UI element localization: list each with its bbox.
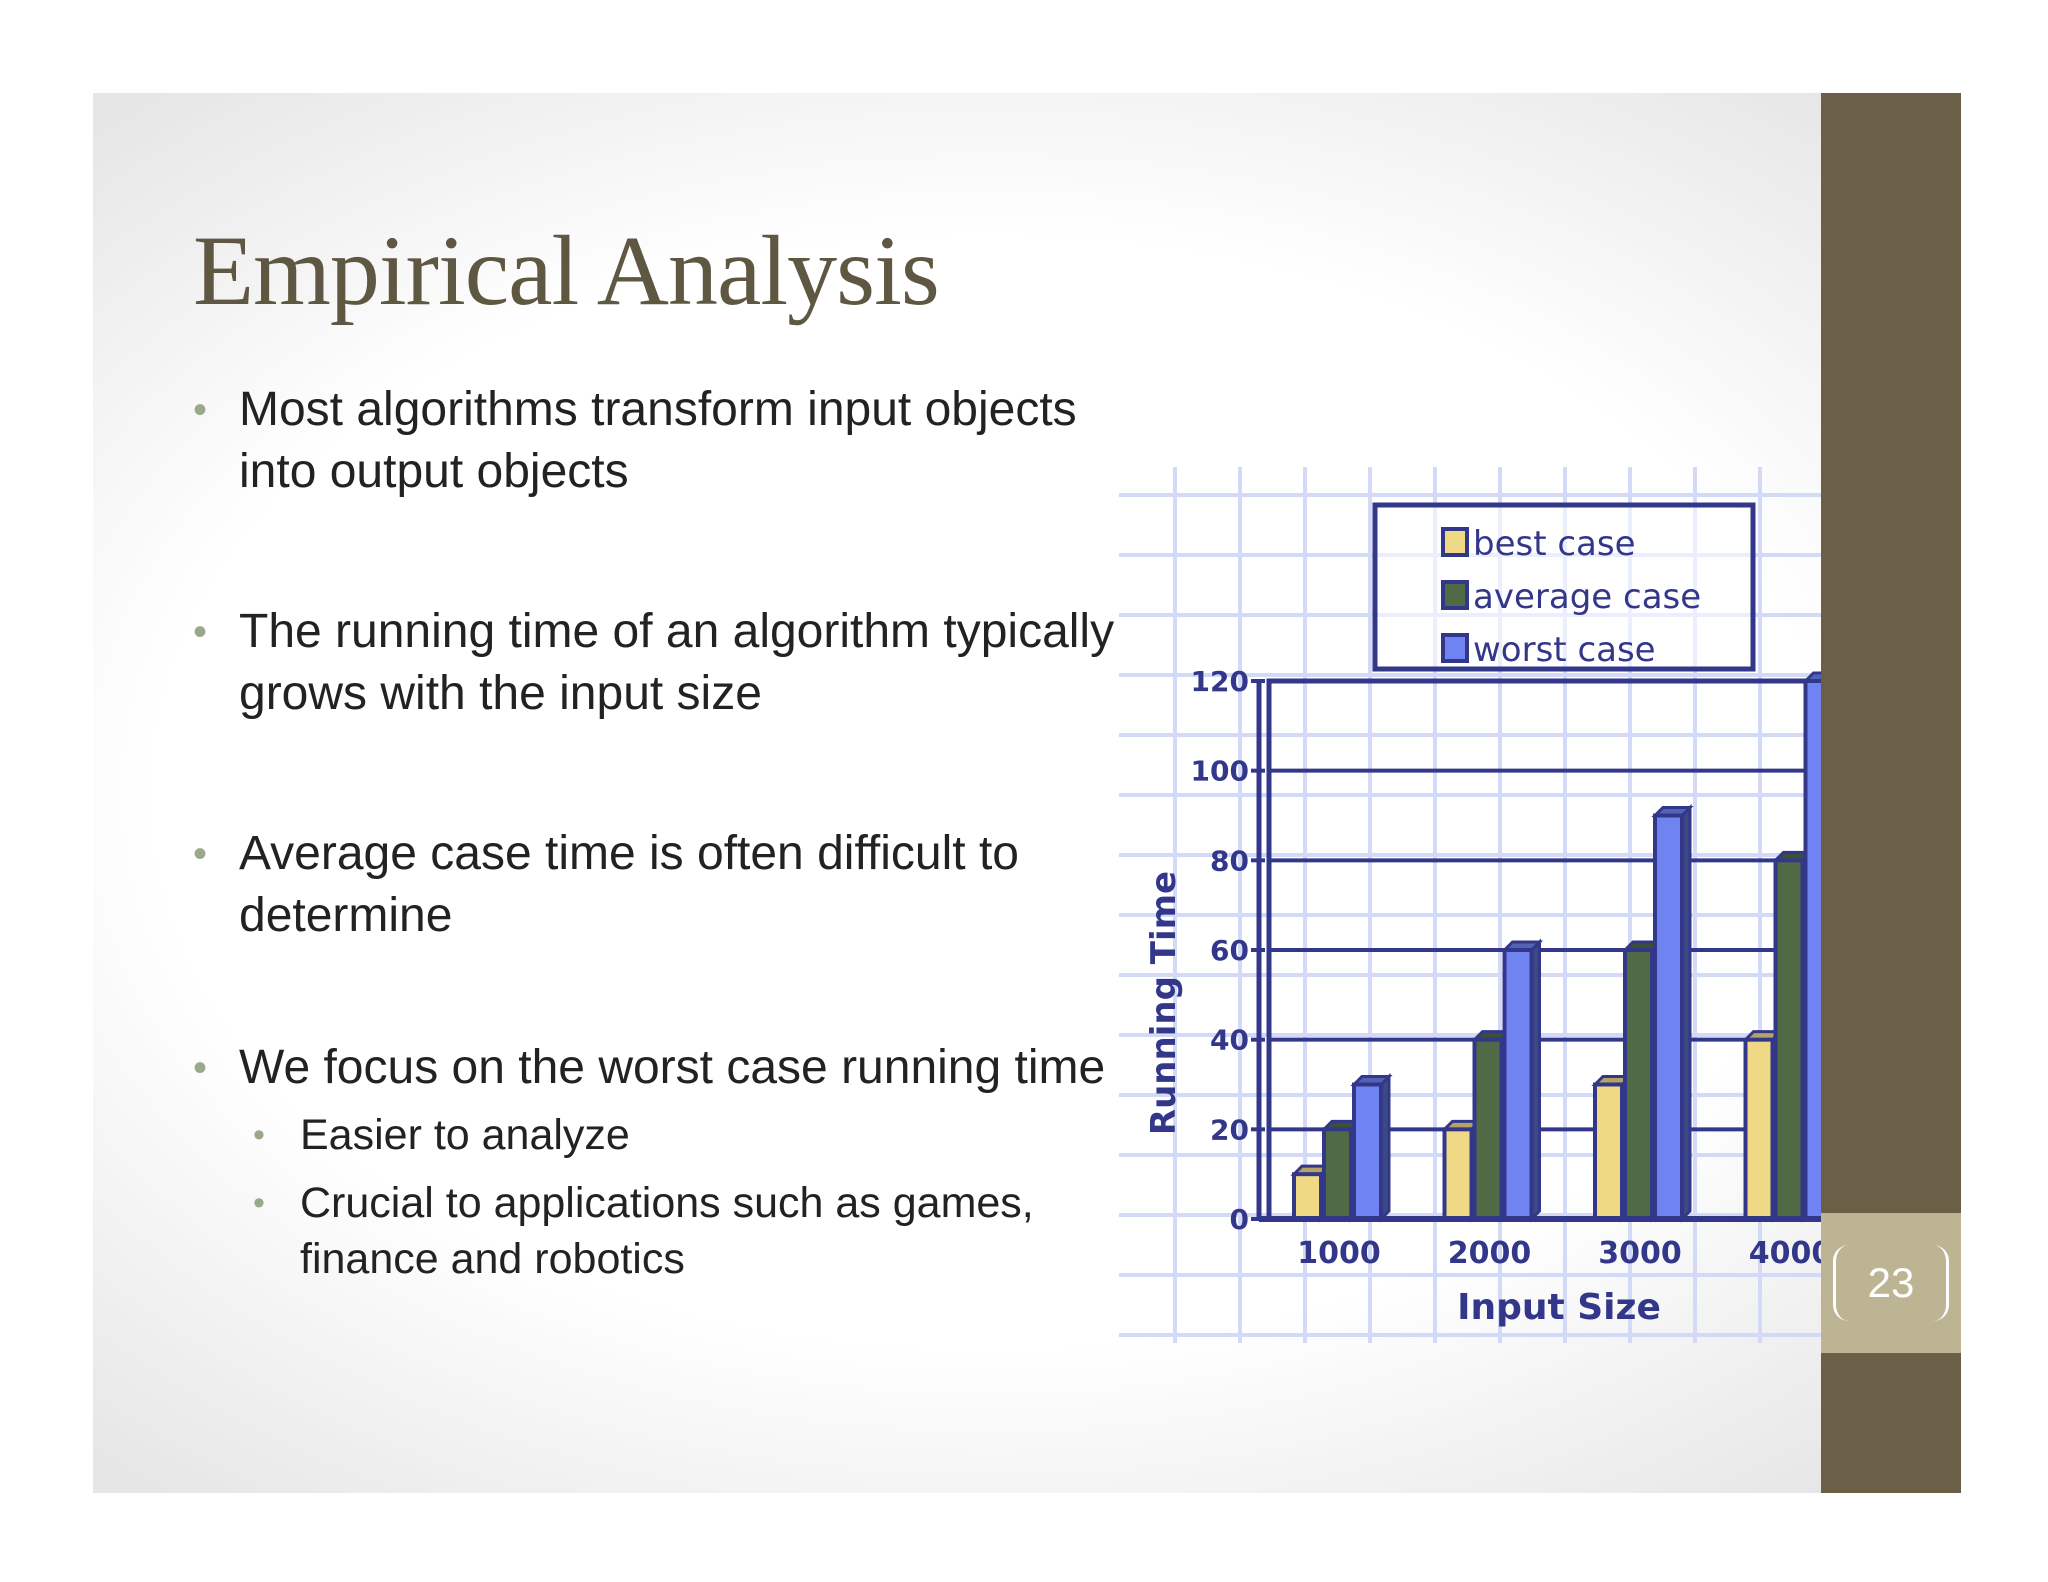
legend-swatch	[1441, 633, 1469, 663]
y-tick-label: 60	[1210, 934, 1249, 967]
legend-label: worst case	[1473, 630, 1656, 670]
bar	[1743, 1037, 1775, 1222]
bar	[1472, 1037, 1504, 1222]
bullet-text: Most algorithms transform input objects …	[239, 383, 1077, 498]
sub-bullet-list: • Easier to analyze • Crucial to applica…	[239, 1107, 1143, 1287]
running-time-chart: 0 20 40 60 80 100 120 1000 2000 3000 4000 Input Siz…	[1119, 467, 1913, 1343]
slide: Empirical Analysis • Most algorithms tra…	[93, 93, 1961, 1493]
x-tick-label: 2000	[1448, 1236, 1532, 1271]
bar	[1653, 813, 1684, 1221]
bullet-item: • We focus on the worst case running tim…	[193, 1037, 1143, 1287]
bar	[1773, 858, 1805, 1221]
page-number: 23	[1833, 1245, 1949, 1321]
y-tick-label: 20	[1210, 1113, 1249, 1146]
sub-bullet-dot-icon: •	[253, 1116, 265, 1154]
bullet-text: The running time of an algorithm typical…	[239, 605, 1115, 720]
slide-title: Empirical Analysis	[193, 215, 940, 326]
y-tick-label: 100	[1191, 755, 1249, 788]
page-number-box: 23	[1821, 1213, 1961, 1353]
y-tick-label: 120	[1191, 665, 1249, 698]
bar	[1502, 948, 1534, 1221]
legend-swatch	[1441, 527, 1469, 557]
x-tick-label: 1000	[1297, 1236, 1381, 1271]
bullet-item: • Average case time is often difficult t…	[193, 823, 1143, 947]
sub-bullet-text: Easier to analyze	[300, 1111, 630, 1159]
legend-swatch	[1441, 580, 1469, 610]
bar	[1623, 948, 1654, 1221]
bullet-item: • Most algorithms transform input object…	[193, 379, 1143, 503]
y-tick-label: 40	[1210, 1024, 1249, 1057]
bar	[1442, 1127, 1474, 1221]
bullet-dot-icon: •	[193, 1046, 208, 1090]
bar	[1322, 1127, 1353, 1221]
sub-bullet-item: • Crucial to applications such as games,…	[239, 1175, 1143, 1287]
bar	[1352, 1082, 1383, 1221]
y-axis-title: Running Time	[1144, 871, 1184, 1135]
sub-bullet-text: Crucial to applications such as games, f…	[300, 1179, 1034, 1283]
y-tick-label: 0	[1230, 1203, 1249, 1236]
bullet-list: • Most algorithms transform input object…	[193, 379, 1143, 1299]
legend-label: best case	[1473, 524, 1636, 564]
x-axis-title: Input Size	[1457, 1287, 1661, 1328]
x-tick-label: 4000	[1749, 1236, 1833, 1271]
bullet-dot-icon: •	[193, 832, 208, 876]
bar	[1292, 1172, 1323, 1222]
bullet-dot-icon: •	[193, 388, 208, 432]
x-tick-label: 3000	[1598, 1236, 1682, 1271]
bullet-item: • The running time of an algorithm typic…	[193, 601, 1143, 725]
bar-chart-svg: 0 20 40 60 80 100 120 1000 2000 3000 4000 Input Siz…	[1119, 467, 1913, 1343]
bullet-dot-icon: •	[193, 610, 208, 654]
sub-bullet-item: • Easier to analyze	[239, 1107, 1143, 1163]
legend-label: average case	[1473, 577, 1701, 617]
legend-box	[1372, 502, 1756, 672]
sub-bullet-dot-icon: •	[253, 1184, 265, 1222]
bullet-text: Average case time is often difficult to …	[239, 827, 1019, 942]
y-tick-label: 80	[1210, 844, 1249, 877]
bullet-text: We focus on the worst case running time	[239, 1041, 1106, 1094]
bar	[1593, 1082, 1624, 1221]
